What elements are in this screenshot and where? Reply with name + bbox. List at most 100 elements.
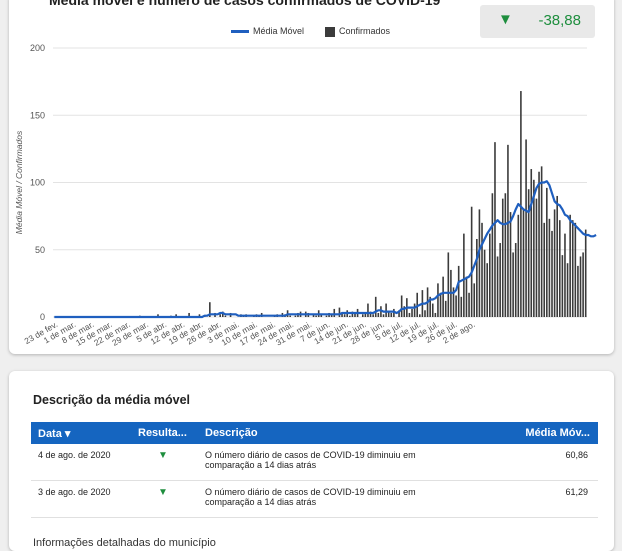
bar	[566, 263, 569, 317]
bar	[478, 209, 481, 317]
bar	[481, 222, 483, 317]
bar	[514, 243, 517, 317]
bar	[452, 287, 455, 317]
bar	[496, 256, 499, 317]
legend-moving-average[interactable]: Média Móvel	[231, 26, 304, 36]
bar	[538, 171, 540, 317]
bar	[349, 315, 351, 317]
bar	[483, 249, 486, 317]
column-header-average[interactable]: Média Móv...	[525, 427, 590, 439]
bar	[468, 292, 470, 317]
bar	[377, 312, 380, 317]
y-tick-label: 0	[40, 312, 45, 322]
kpi-value: -38,88	[538, 12, 581, 29]
bar	[494, 142, 496, 317]
bar	[390, 312, 393, 317]
chart-title: Média móvel e número de casos confirmado…	[49, 0, 441, 8]
bar	[553, 209, 556, 317]
bar	[455, 295, 457, 317]
column-header-description[interactable]: Descrição	[205, 427, 258, 439]
bar	[312, 314, 315, 317]
section-subtitle: Informações detalhadas do município	[33, 537, 216, 549]
bar	[556, 195, 558, 317]
bar	[338, 307, 341, 317]
down-arrow-icon: ▼	[498, 11, 513, 28]
bar	[431, 303, 434, 317]
down-arrow-icon: ▼	[158, 487, 168, 498]
bar	[473, 283, 476, 317]
bar	[571, 220, 574, 317]
bar	[444, 300, 447, 317]
bar	[486, 263, 488, 317]
table-row[interactable]: 4 de ago. de 2020 ▼ O número diário de c…	[31, 444, 598, 481]
section-title: Descrição da média móvel	[33, 393, 191, 407]
bar	[367, 303, 369, 317]
bar	[294, 315, 297, 317]
bar	[320, 314, 323, 317]
bar	[447, 252, 450, 317]
bar	[437, 283, 439, 317]
bar	[411, 308, 413, 317]
bar	[369, 311, 372, 317]
bar	[442, 276, 444, 317]
bar	[325, 315, 328, 317]
cell-date: 4 de ago. de 2020	[38, 450, 111, 460]
bar	[517, 214, 520, 317]
bar	[579, 256, 582, 317]
bar	[501, 198, 504, 317]
bar	[512, 252, 514, 317]
bar	[361, 314, 364, 317]
bar	[499, 243, 501, 317]
bar	[530, 169, 533, 317]
table-row[interactable]: 3 de ago. de 2020 ▼ O número diário de c…	[31, 481, 598, 518]
bar	[577, 265, 579, 317]
bar	[175, 314, 177, 317]
cell-average: 60,86	[565, 450, 588, 460]
bar	[374, 296, 377, 317]
bar	[393, 308, 395, 317]
bar	[439, 292, 442, 317]
line-swatch	[231, 30, 249, 34]
bar	[535, 198, 538, 317]
y-tick-label: 50	[35, 245, 45, 255]
table-header: Data ▾ Resulta... Descrição Média Móv...	[31, 422, 598, 444]
bar	[488, 233, 491, 317]
bar	[333, 308, 336, 317]
bar	[221, 311, 224, 317]
bar	[540, 166, 543, 317]
y-tick-label: 150	[30, 110, 45, 120]
kpi-scorecard: ▼ -38,88	[480, 5, 595, 38]
bar	[416, 292, 419, 317]
legend-confirmed[interactable]: Confirmados	[325, 26, 390, 37]
bar	[209, 302, 211, 317]
moving-average-line	[54, 180, 597, 319]
y-tick-label: 200	[30, 43, 45, 53]
table-card: Descrição da média móvel Data ▾ Resulta.…	[9, 371, 614, 551]
column-header-date[interactable]: Data ▾	[38, 428, 71, 440]
bar	[507, 144, 509, 317]
bar	[372, 314, 374, 317]
bar	[564, 233, 566, 317]
y-tick-label: 100	[30, 178, 45, 188]
cell-date: 3 de ago. de 2020	[38, 487, 111, 497]
bar	[198, 314, 201, 317]
bar	[527, 189, 530, 317]
bar	[315, 315, 317, 317]
cell-description: O número diário de casos de COVID-19 dim…	[205, 487, 416, 507]
y-axis-label: Média Móvel / Confirmados	[14, 130, 24, 234]
bar	[582, 252, 584, 317]
bar	[457, 265, 460, 317]
bar	[419, 314, 421, 317]
bar	[476, 238, 478, 317]
bar	[543, 222, 546, 317]
bar	[351, 311, 354, 317]
bar	[385, 303, 387, 317]
bar	[561, 255, 564, 317]
bar	[341, 312, 343, 317]
bar	[551, 230, 553, 317]
bar	[224, 315, 227, 317]
column-header-result[interactable]: Resulta...	[138, 427, 187, 439]
bar	[509, 212, 512, 317]
bar	[157, 314, 159, 317]
